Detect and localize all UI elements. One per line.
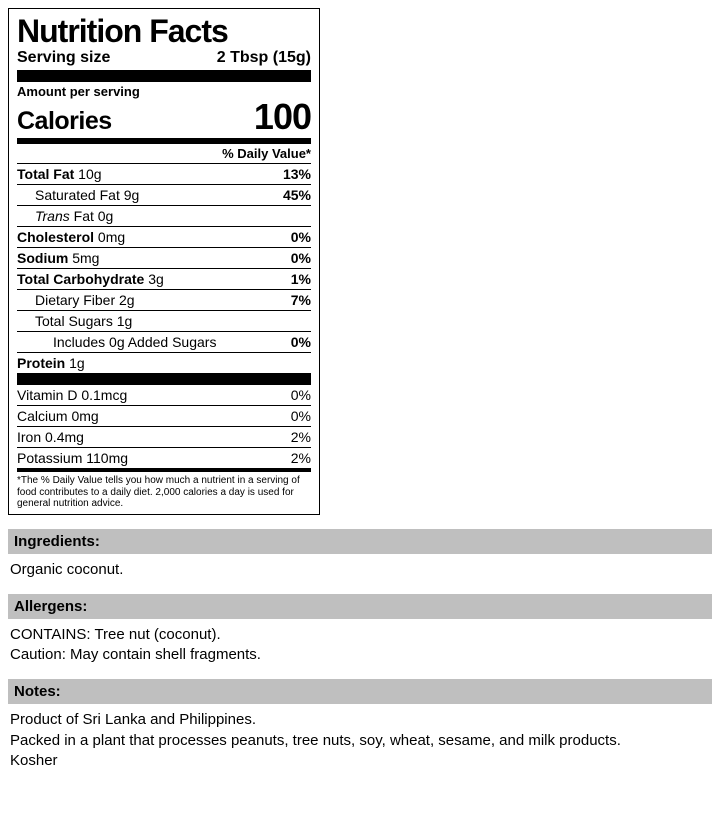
nutrient-name: Includes 0g Added Sugars <box>17 334 216 350</box>
allergens-line: Caution: May contain shell fragments. <box>10 645 710 665</box>
allergens-line: CONTAINS: Tree nut (coconut). <box>10 625 710 645</box>
nutrient-row: Dietary Fiber 2g 7% <box>17 290 311 311</box>
nutrient-row: Saturated Fat 9g 45% <box>17 185 311 206</box>
calories-row: Calories 100 <box>17 99 311 138</box>
nutrient-dv: 0% <box>291 334 311 350</box>
vitamin-dv: 2% <box>291 450 311 466</box>
nutrient-row: Total Fat 10g 13% <box>17 164 311 185</box>
nutrition-facts-panel: Nutrition Facts Serving size 2 Tbsp (15g… <box>8 8 320 515</box>
nutrient-name: Total Fat 10g <box>17 166 102 182</box>
vitamin-dv: 0% <box>291 387 311 403</box>
notes-heading: Notes: <box>8 679 712 704</box>
vitamin-row: Vitamin D 0.1mcg 0% <box>17 385 311 406</box>
panel-title: Nutrition Facts <box>17 15 311 47</box>
nutrient-row: Cholesterol 0mg 0% <box>17 227 311 248</box>
divider-thick <box>17 373 311 385</box>
calories-label: Calories <box>17 107 112 136</box>
vitamin-name: Potassium 110mg <box>17 450 128 466</box>
ingredients-heading: Ingredients: <box>8 529 712 554</box>
daily-value-footnote: *The % Daily Value tells you how much a … <box>17 472 311 510</box>
vitamin-row: Calcium 0mg 0% <box>17 406 311 427</box>
notes-line: Product of Sri Lanka and Philippines. <box>10 710 710 730</box>
nutrient-row: Protein 1g <box>17 353 311 373</box>
nutrient-name: Protein 1g <box>17 355 85 371</box>
nutrient-name: Trans Fat 0g <box>17 208 113 224</box>
vitamin-row: Potassium 110mg 2% <box>17 448 311 468</box>
nutrient-name: Total Carbohydrate 3g <box>17 271 164 287</box>
nutrient-name: Dietary Fiber 2g <box>17 292 135 308</box>
nutrient-row: Trans Fat 0g <box>17 206 311 227</box>
nutrient-dv: 13% <box>283 166 311 182</box>
ingredients-body: Organic coconut. <box>8 554 712 580</box>
nutrient-dv: 0% <box>291 229 311 245</box>
nutrient-dv: 1% <box>291 271 311 287</box>
nutrient-row: Includes 0g Added Sugars 0% <box>17 332 311 353</box>
nutrient-name: Total Sugars 1g <box>17 313 132 329</box>
nutrient-dv: 45% <box>283 187 311 203</box>
nutrient-name: Saturated Fat 9g <box>17 187 139 203</box>
nutrient-dv: 7% <box>291 292 311 308</box>
notes-line: Kosher <box>10 751 710 771</box>
calories-value: 100 <box>254 99 311 135</box>
notes-body: Product of Sri Lanka and Philippines. Pa… <box>8 704 712 771</box>
vitamin-name: Calcium 0mg <box>17 408 99 424</box>
daily-value-header: % Daily Value* <box>17 144 311 164</box>
serving-size-label: Serving size <box>17 49 110 67</box>
serving-size-value: 2 Tbsp (15g) <box>217 49 311 67</box>
vitamin-dv: 2% <box>291 429 311 445</box>
nutrient-dv: 0% <box>291 250 311 266</box>
nutrient-row: Total Carbohydrate 3g 1% <box>17 269 311 290</box>
nutrient-row: Sodium 5mg 0% <box>17 248 311 269</box>
nutrient-name: Sodium 5mg <box>17 250 99 266</box>
nutrients-vitamins-list: Vitamin D 0.1mcg 0% Calcium 0mg 0% Iron 0.4m… <box>17 385 311 468</box>
nutrients-primary-list: Total Fat 10g 13% Saturated Fat 9g 45% Trans… <box>17 164 311 373</box>
vitamin-row: Iron 0.4mg 2% <box>17 427 311 448</box>
allergens-heading: Allergens: <box>8 594 712 619</box>
allergens-body: CONTAINS: Tree nut (coconut). Caution: M… <box>8 619 712 666</box>
notes-line: Packed in a plant that processes peanuts… <box>10 731 710 751</box>
divider-thick <box>17 70 311 82</box>
vitamin-name: Iron 0.4mg <box>17 429 84 445</box>
nutrient-name: Cholesterol 0mg <box>17 229 125 245</box>
nutrient-row: Total Sugars 1g <box>17 311 311 332</box>
vitamin-dv: 0% <box>291 408 311 424</box>
serving-size-row: Serving size 2 Tbsp (15g) <box>17 49 311 70</box>
vitamin-name: Vitamin D 0.1mcg <box>17 387 127 403</box>
